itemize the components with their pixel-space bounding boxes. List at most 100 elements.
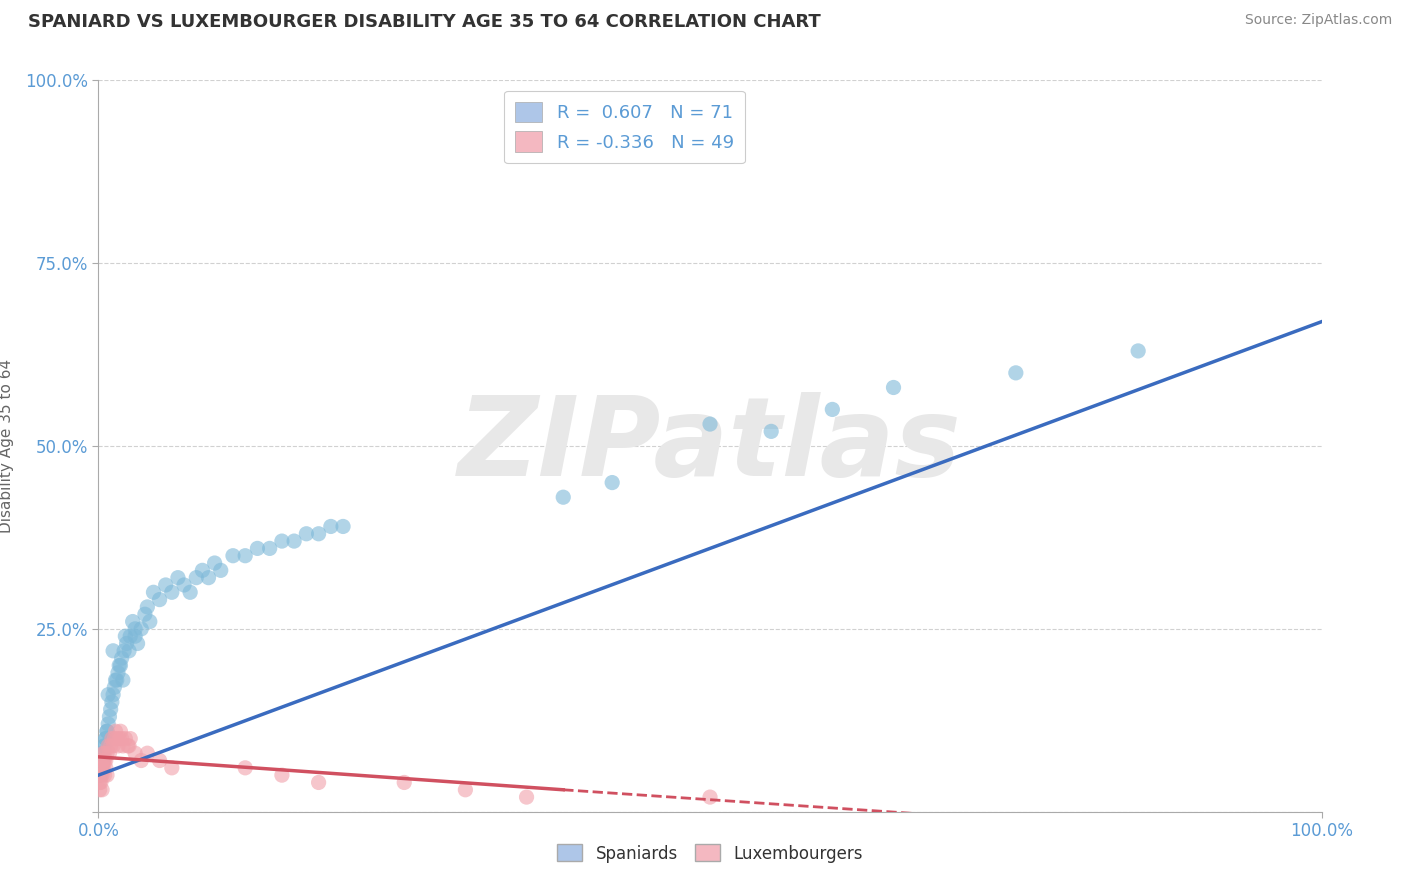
- Point: [173, 578, 195, 592]
- Point: [191, 563, 214, 577]
- Point: [90, 754, 112, 768]
- Point: [110, 658, 132, 673]
- Point: [110, 724, 132, 739]
- Point: [124, 622, 146, 636]
- Point: [204, 556, 226, 570]
- Point: [105, 673, 128, 687]
- Point: [600, 475, 623, 490]
- Point: [100, 739, 122, 753]
- Point: [209, 563, 232, 577]
- Point: [136, 599, 159, 614]
- Point: [97, 688, 120, 702]
- Point: [155, 578, 177, 592]
- Point: [101, 695, 124, 709]
- Point: [319, 519, 342, 533]
- Point: [91, 746, 114, 760]
- Point: [91, 761, 114, 775]
- Point: [112, 644, 135, 658]
- Point: [149, 592, 172, 607]
- Point: [114, 731, 136, 746]
- Point: [179, 585, 201, 599]
- Point: [91, 782, 114, 797]
- Legend: Spaniards, Luxembourgers: Spaniards, Luxembourgers: [551, 838, 869, 869]
- Point: [142, 585, 165, 599]
- Point: [295, 526, 318, 541]
- Point: [107, 739, 129, 753]
- Point: [93, 739, 115, 753]
- Point: [121, 615, 143, 629]
- Point: [93, 768, 115, 782]
- Point: [111, 673, 134, 687]
- Point: [90, 761, 112, 775]
- Point: [308, 775, 330, 789]
- Text: SPANIARD VS LUXEMBOURGER DISABILITY AGE 35 TO 64 CORRELATION CHART: SPANIARD VS LUXEMBOURGER DISABILITY AGE …: [28, 13, 821, 31]
- Point: [90, 775, 112, 789]
- Point: [553, 490, 575, 504]
- Point: [98, 746, 121, 760]
- Text: ZIPatlas: ZIPatlas: [458, 392, 962, 500]
- Point: [89, 775, 111, 789]
- Point: [1128, 343, 1150, 358]
- Point: [149, 754, 172, 768]
- Point: [197, 571, 219, 585]
- Point: [270, 534, 294, 549]
- Point: [104, 673, 127, 687]
- Point: [134, 607, 156, 622]
- Point: [117, 739, 139, 753]
- Point: [91, 746, 114, 760]
- Point: [96, 724, 118, 739]
- Point: [89, 768, 111, 782]
- Point: [270, 768, 294, 782]
- Point: [91, 746, 114, 760]
- Y-axis label: Disability Age 35 to 64: Disability Age 35 to 64: [0, 359, 14, 533]
- Point: [115, 636, 138, 650]
- Point: [94, 754, 117, 768]
- Point: [120, 731, 142, 746]
- Point: [392, 775, 416, 789]
- Point: [96, 724, 118, 739]
- Point: [308, 526, 330, 541]
- Point: [91, 754, 114, 768]
- Point: [111, 739, 134, 753]
- Point: [91, 754, 114, 768]
- Point: [699, 417, 721, 431]
- Point: [107, 665, 129, 680]
- Point: [233, 761, 256, 775]
- Point: [93, 754, 115, 768]
- Point: [91, 761, 114, 775]
- Point: [167, 571, 190, 585]
- Point: [103, 681, 125, 695]
- Point: [91, 768, 114, 782]
- Point: [883, 380, 905, 394]
- Point: [104, 724, 127, 739]
- Point: [96, 768, 118, 782]
- Point: [111, 651, 134, 665]
- Point: [118, 739, 141, 753]
- Point: [105, 731, 128, 746]
- Point: [1004, 366, 1026, 380]
- Point: [761, 425, 783, 439]
- Point: [108, 658, 131, 673]
- Point: [120, 629, 142, 643]
- Point: [259, 541, 281, 556]
- Point: [97, 739, 120, 753]
- Text: Source: ZipAtlas.com: Source: ZipAtlas.com: [1244, 13, 1392, 28]
- Point: [103, 731, 125, 746]
- Point: [94, 731, 117, 746]
- Point: [160, 585, 183, 599]
- Point: [233, 549, 256, 563]
- Point: [89, 782, 111, 797]
- Point: [108, 731, 131, 746]
- Point: [111, 731, 134, 746]
- Point: [101, 688, 124, 702]
- Point: [101, 644, 124, 658]
- Point: [89, 768, 111, 782]
- Point: [91, 754, 114, 768]
- Point: [283, 534, 305, 549]
- Point: [97, 717, 120, 731]
- Point: [124, 746, 146, 760]
- Point: [821, 402, 844, 417]
- Point: [454, 782, 477, 797]
- Point: [129, 622, 152, 636]
- Point: [94, 731, 117, 746]
